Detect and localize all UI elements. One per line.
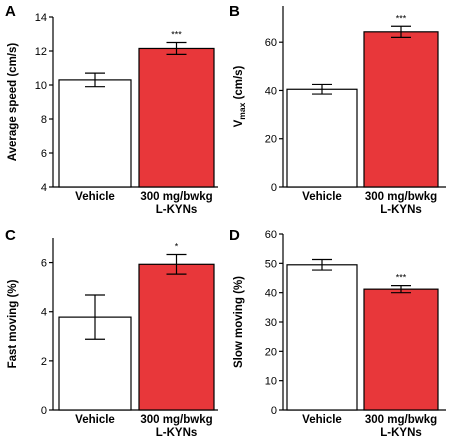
panel-letter: B: [229, 3, 240, 20]
y-tick-label: 50: [265, 258, 277, 270]
x-category-label: 300 mg/bwkg: [365, 414, 437, 426]
bar-l-kyns: [363, 288, 439, 411]
y-tick-label: 4: [41, 182, 47, 194]
x-category-label: 300 mg/bwkg: [140, 191, 212, 203]
y-axis-label: Slow moving (%): [233, 276, 245, 368]
y-tick-label: 20: [265, 346, 277, 358]
y-tick-label: 60: [265, 37, 277, 49]
y-tick-label: 6: [41, 258, 47, 270]
bar-l-kyns: [363, 31, 439, 188]
y-axis-label: Vmax (cm/s): [233, 65, 247, 127]
panel-letter: C: [5, 227, 16, 244]
y-tick-label: 60: [265, 229, 277, 241]
x-category-label: Vehicle: [302, 414, 342, 426]
y-tick-label: 12: [35, 46, 47, 58]
x-category-label: Vehicle: [75, 414, 115, 426]
y-tick-label: 20: [265, 134, 277, 146]
y-tick-label: 30: [265, 317, 277, 329]
x-category-label: 300 mg/bwkg: [365, 191, 437, 203]
chart-panel-d: D 0 10 20 30 40 50 60 Slow moving (%) Vehicle *** 3…: [229, 227, 446, 439]
bar-l-kyns: [138, 47, 215, 188]
significance-marker: ***: [171, 30, 182, 40]
bar-vehicle: [286, 88, 358, 188]
bar-vehicle: [58, 79, 132, 188]
y-tick-label: 0: [271, 405, 277, 417]
y-tick-label: 0: [271, 182, 277, 194]
x-category-label: Vehicle: [75, 191, 115, 203]
significance-marker: ***: [396, 273, 407, 283]
bar-vehicle: [286, 264, 358, 411]
chart-panel-b: B 0 20 40 60 Vmax (cm/s) Vehicle *** 300 mg/bwkg…: [229, 3, 446, 216]
x-category-label: L-KYNs: [156, 204, 198, 216]
panel-letter: A: [5, 3, 16, 20]
y-tick-label: 2: [41, 356, 47, 368]
y-tick-label: 0: [41, 405, 47, 417]
x-category-label: L-KYNs: [156, 427, 198, 439]
x-category-label: Vehicle: [302, 191, 342, 203]
y-tick-label: 14: [35, 12, 47, 24]
significance-marker: ***: [396, 13, 407, 23]
x-category-label: L-KYNs: [380, 427, 422, 439]
significance-marker: *: [175, 241, 179, 251]
bar-l-kyns: [138, 263, 215, 411]
y-tick-label: 4: [41, 307, 47, 319]
x-category-label: 300 mg/bwkg: [140, 414, 212, 426]
y-axis-label: Fast moving (%): [7, 279, 19, 368]
y-tick-label: 40: [265, 288, 277, 300]
panel-letter: D: [229, 227, 240, 244]
y-tick-label: 10: [265, 376, 277, 388]
y-tick-label: 8: [41, 114, 47, 126]
y-axis-label: Average speed (cm/s): [7, 43, 19, 162]
y-tick-label: 40: [265, 85, 277, 97]
chart-panel-c: C 0 2 4 6 Fast moving (%) Vehicle * 300 mg/bwkgL…: [5, 227, 218, 439]
x-category-label: L-KYNs: [380, 204, 422, 216]
y-tick-label: 6: [41, 148, 47, 160]
chart-panel-a: A 4 6 8 10 12 14 Average speed (cm/s) Vehicle ***…: [5, 3, 218, 216]
y-tick-label: 10: [35, 80, 47, 92]
